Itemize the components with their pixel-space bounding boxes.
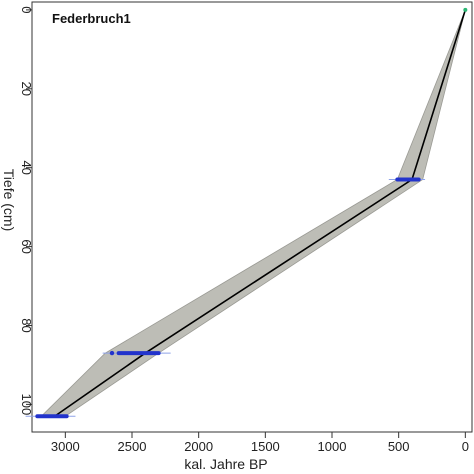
x-tick-label: 3000 <box>51 439 80 454</box>
x-tick-label: 1500 <box>251 439 280 454</box>
x-tick-label: 2500 <box>118 439 147 454</box>
x-tick-label: 0 <box>462 439 469 454</box>
date-secondary-mode <box>109 350 115 356</box>
y-axis-title: Tiefe (cm) <box>1 169 17 231</box>
y-tick-label: 0 <box>19 6 34 13</box>
x-axis-title: kal. Jahre BP <box>184 456 267 472</box>
y-tick-label: 20 <box>19 82 34 96</box>
chart-title: Federbruch1 <box>52 11 131 26</box>
surface-marker <box>463 7 468 12</box>
confidence-envelope <box>40 9 466 417</box>
confidence-envelope-group <box>40 9 466 417</box>
x-tick-label: 500 <box>388 439 410 454</box>
y-axis: 0 20 40 60 80 100 <box>19 6 34 415</box>
y-tick-label: 40 <box>19 160 34 174</box>
y-tick-label: 60 <box>19 239 34 253</box>
dated-sample-1 <box>463 7 468 12</box>
y-tick-label: 100 <box>19 394 34 416</box>
dated-samples-group <box>25 7 468 419</box>
x-tick-label: 1000 <box>318 439 347 454</box>
x-tick-label: 2000 <box>184 439 213 454</box>
median-line-group <box>54 9 467 417</box>
median-line <box>54 9 467 417</box>
x-axis: 3000 2500 2000 1500 1000 500 0 <box>51 431 469 454</box>
y-tick-label: 80 <box>19 318 34 332</box>
